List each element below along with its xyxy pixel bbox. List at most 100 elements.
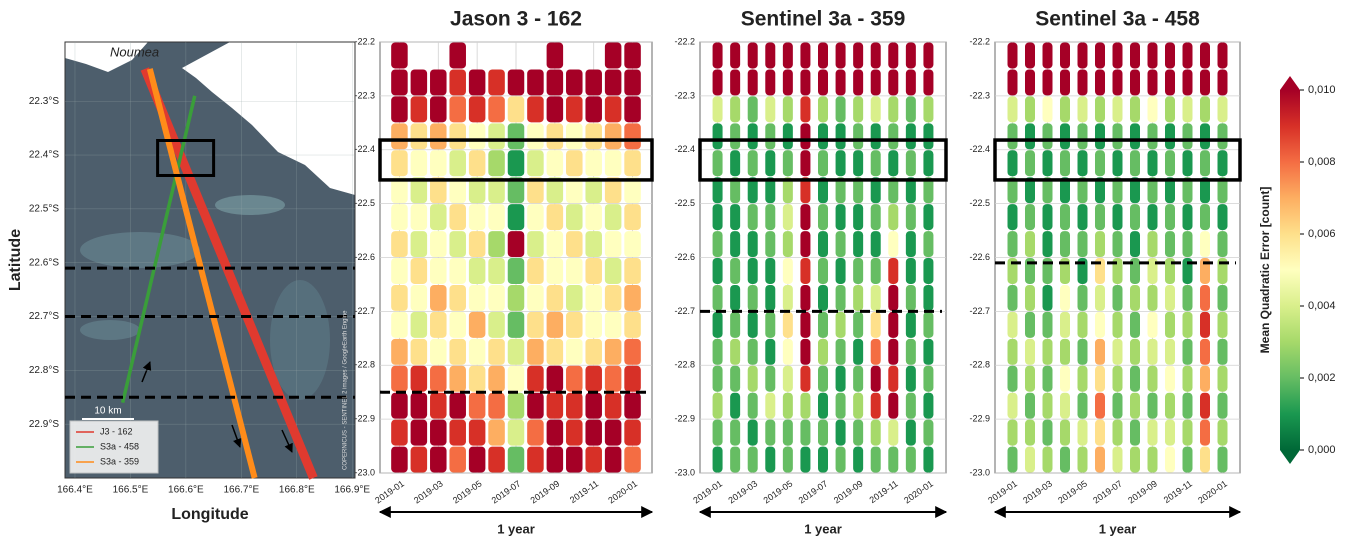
error-cell [468,392,486,419]
x-tick-label: 2019-09 [529,478,562,505]
error-cell [1200,446,1210,473]
error-cell [782,231,793,257]
span-label: 1 year [804,521,842,536]
error-cell [1095,392,1105,419]
error-cell [835,365,846,392]
error-cell [585,96,602,123]
error-cell [888,365,899,392]
error-cell [1042,284,1053,311]
error-cell [905,231,916,257]
attribution: COPERNICUS - SENTINEL 2 images / GoogleE… [343,310,349,470]
error-cell [488,258,505,284]
error-cell [391,123,408,150]
error-cell [888,419,899,446]
error-cell [800,96,811,123]
error-cell [730,258,741,284]
y-tick-label: -23.0 [969,467,990,477]
error-cell [624,96,641,123]
error-cell [782,150,793,177]
error-cell [1007,96,1018,123]
error-cell [1130,284,1140,311]
error-cell [1007,258,1018,284]
map-arrows [141,361,293,453]
error-cell [449,177,466,204]
error-cell [391,204,408,231]
error-cell [488,204,505,231]
x-tick-label: 2019-01 [373,478,406,505]
error-cell [853,177,864,204]
error-cell [765,284,776,311]
error-cell [853,123,864,150]
panel-title: Sentinel 3a - 359 [741,8,906,31]
error-cell [1060,365,1070,392]
y-tick-label: 22.3°S [29,96,59,107]
error-cell [1077,338,1088,365]
error-cell [585,150,602,177]
error-cell [712,69,723,96]
error-cell [1147,446,1158,473]
error-cell [468,258,486,284]
error-cell [604,177,622,204]
error-cell [1025,204,1035,231]
error-cell [1042,338,1053,365]
error-cell [1007,42,1018,69]
error-cell [391,311,408,338]
error-cell [782,204,793,231]
error-cell [747,284,758,311]
x-tick-label: 2019-07 [1091,478,1124,505]
error-cell [1042,177,1053,204]
error-cell [1007,365,1018,392]
error-cell [1042,365,1053,392]
error-cell [1217,42,1228,69]
error-cell [1165,392,1175,419]
error-cell [468,204,486,231]
error-cell [765,231,776,257]
error-cell [782,338,793,365]
error-cell [1007,177,1018,204]
error-cell [730,338,741,365]
y-tick-label: -22.7 [969,306,990,316]
error-cell [488,284,505,311]
x-tick-label: 166.6°E [168,485,204,496]
error-cell [1042,392,1053,419]
error-cell [905,42,916,69]
error-cell [818,150,828,177]
error-cell [410,311,428,338]
error-cell [1095,419,1105,446]
legend-label: J3 - 162 [100,426,133,436]
error-cell [391,96,408,123]
error-cell [1200,338,1210,365]
error-cell [747,231,758,257]
error-cell [1007,338,1018,365]
error-cell [1200,284,1210,311]
error-cell [1217,96,1228,123]
error-cell [566,204,583,231]
x-tick-label: 2019-05 [1056,478,1089,505]
error-cell [546,258,564,284]
error-cell [730,446,741,473]
error-cell [905,96,916,123]
colorbar-tick-label: 0,006 [1308,228,1336,240]
error-cell [546,446,564,473]
error-cell [747,365,758,392]
error-cell [1130,123,1140,150]
error-cell [818,446,828,473]
error-cell [1077,150,1088,177]
error-cell [1112,123,1123,150]
error-cell [1112,258,1123,284]
y-tick-label: -22.2 [354,36,375,46]
error-cell [1130,311,1140,338]
error-cell [888,446,899,473]
error-cell [1042,311,1053,338]
error-cell [449,419,466,446]
error-cell [765,258,776,284]
error-cell [1200,150,1210,177]
error-cell [905,284,916,311]
error-cell [1147,231,1158,257]
error-cell [1130,69,1140,96]
error-cell [853,311,864,338]
error-cell [1130,258,1140,284]
error-cell [1007,204,1018,231]
error-cell [624,284,641,311]
x-tick-label: 2019-05 [762,478,795,505]
